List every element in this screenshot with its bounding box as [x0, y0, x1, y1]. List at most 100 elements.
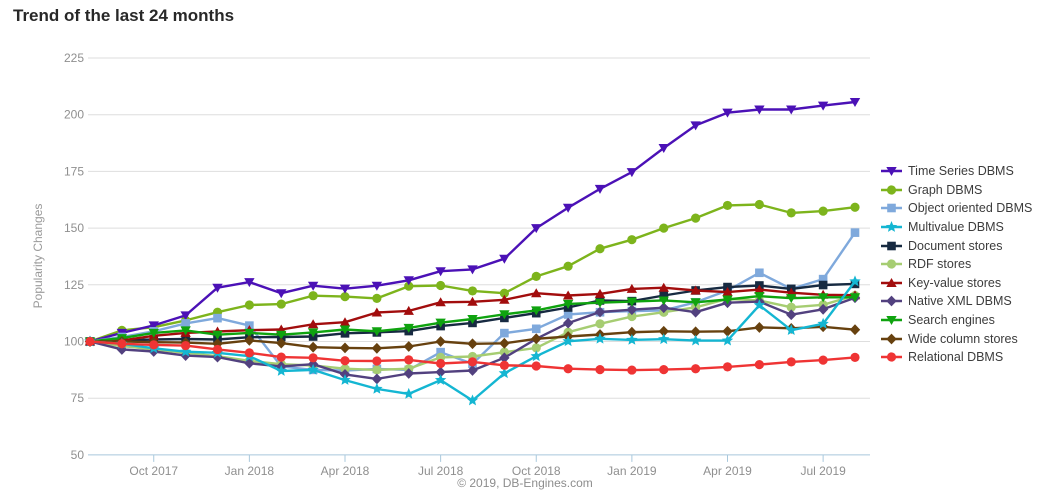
data-point-marker [755, 268, 764, 278]
data-point-marker [531, 224, 542, 234]
data-point-marker [786, 208, 796, 218]
data-point-marker [404, 355, 414, 365]
legend-item-native-xml-dbms[interactable]: Native XML DBMS [881, 292, 1032, 311]
data-point-marker [403, 276, 414, 286]
data-point-marker [531, 343, 541, 353]
data-point-marker [626, 304, 638, 316]
legend-marker-icon [881, 277, 902, 287]
legend-label: Search engines [908, 313, 995, 328]
data-point-marker [786, 105, 797, 115]
data-point-marker [212, 338, 223, 350]
data-point-marker [499, 288, 509, 298]
legend-item-wide-column-stores[interactable]: Wide column stores [881, 329, 1032, 348]
legend-item-object-oriented-dbms[interactable]: Object oriented DBMS [881, 199, 1032, 218]
data-point-marker [849, 275, 861, 287]
y-axis-tick-label: 50 [71, 448, 85, 462]
data-point-marker [531, 271, 541, 282]
data-point-marker [499, 254, 510, 264]
legend-item-search-engines[interactable]: Search engines [881, 311, 1032, 330]
data-point-marker [117, 339, 127, 349]
legend-label: Document stores [908, 238, 1003, 253]
data-point-marker [339, 374, 351, 385]
data-point-marker [658, 296, 669, 306]
data-point-marker [887, 204, 896, 213]
data-point-marker [722, 295, 733, 305]
data-point-marker [244, 278, 255, 288]
data-point-marker [244, 357, 255, 369]
legend-item-document-stores[interactable]: Document stores [881, 236, 1032, 255]
data-point-marker [372, 293, 382, 304]
data-point-marker [690, 326, 701, 338]
data-point-marker [404, 281, 414, 291]
data-point-marker [658, 333, 670, 345]
data-point-marker [307, 328, 319, 338]
data-point-marker [594, 306, 606, 318]
data-point-marker [886, 259, 897, 269]
data-point-marker [594, 332, 606, 344]
legend-item-rdf-stores[interactable]: RDF stores [881, 255, 1032, 274]
data-point-marker [500, 328, 509, 338]
data-point-marker [371, 307, 383, 317]
data-point-marker [371, 373, 383, 385]
data-point-marker [531, 306, 542, 316]
data-point-marker [626, 283, 638, 293]
legend-item-graph-dbms[interactable]: Graph DBMS [881, 181, 1032, 200]
data-point-marker [307, 363, 319, 375]
data-point-marker [307, 341, 319, 353]
data-point-marker [850, 202, 860, 212]
y-axis-tick-label: 100 [64, 335, 84, 349]
data-point-marker [562, 317, 574, 329]
data-point-marker [181, 340, 191, 351]
legend-item-relational-dbms[interactable]: Relational DBMS [881, 348, 1032, 367]
series-time-series-dbms [84, 97, 861, 347]
data-point-marker [562, 299, 574, 309]
data-point-marker [276, 352, 286, 362]
data-point-marker [786, 294, 797, 304]
data-point-marker [658, 144, 669, 154]
data-point-marker [276, 330, 287, 340]
legend-label: Relational DBMS [908, 350, 1004, 365]
data-point-marker [754, 105, 765, 115]
data-point-marker [85, 336, 95, 347]
data-point-marker [403, 341, 414, 352]
data-point-marker [595, 365, 605, 375]
data-point-marker [886, 316, 897, 326]
data-point-marker [818, 206, 828, 216]
data-point-marker [594, 288, 606, 298]
data-point-marker [307, 281, 319, 291]
data-point-marker [627, 235, 637, 245]
x-axis-tick-label: Apr 2019 [703, 464, 752, 478]
data-point-marker [499, 337, 510, 349]
legend-item-time-series-dbms[interactable]: Time Series DBMS [881, 162, 1032, 181]
data-point-marker [658, 325, 669, 337]
data-point-marker [786, 357, 796, 367]
data-point-marker [690, 298, 701, 308]
data-point-marker [213, 313, 222, 323]
data-point-marker [180, 326, 191, 336]
data-point-marker [753, 299, 766, 311]
data-point-marker [244, 334, 255, 346]
x-axis-tick-label: Jul 2018 [418, 464, 464, 478]
data-point-marker [403, 323, 414, 333]
data-point-marker [403, 305, 414, 315]
chart-title: Trend of the last 24 months [13, 6, 235, 25]
legend-label: Graph DBMS [908, 182, 983, 197]
data-point-marker [754, 284, 765, 294]
x-axis-tick-label: Oct 2018 [512, 464, 561, 478]
data-point-marker [886, 333, 897, 345]
data-point-marker [817, 293, 829, 303]
data-point-marker [149, 340, 159, 350]
data-point-marker [179, 345, 192, 357]
data-point-marker [594, 184, 606, 194]
data-point-marker [885, 221, 898, 232]
legend-item-multivalue-dbms[interactable]: Multivalue DBMS [881, 218, 1032, 237]
data-point-marker [562, 290, 574, 300]
x-axis-tick-label: Jan 2019 [607, 464, 657, 478]
data-point-marker [436, 280, 446, 291]
data-point-marker [658, 302, 669, 314]
data-point-marker [818, 355, 828, 365]
data-point-marker [435, 318, 446, 328]
data-point-marker [722, 287, 733, 297]
legend-item-key-value-stores[interactable]: Key-value stores [881, 274, 1032, 293]
